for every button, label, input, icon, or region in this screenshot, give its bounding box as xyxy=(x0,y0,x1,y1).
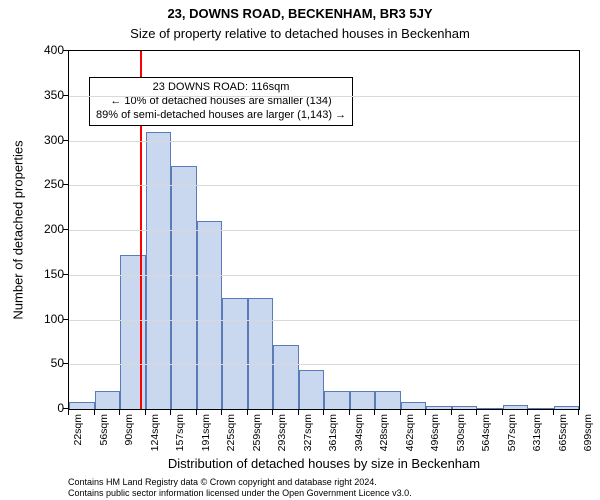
ytick-label: 0 xyxy=(24,401,64,415)
xtick-mark xyxy=(272,410,273,415)
xtick-mark xyxy=(553,410,554,415)
xtick-label: 259sqm xyxy=(251,414,263,451)
xtick-mark xyxy=(247,410,248,415)
xtick-label: 462sqm xyxy=(404,414,416,451)
ytick-label: 300 xyxy=(24,133,64,147)
xtick-mark xyxy=(323,410,324,415)
xtick-mark xyxy=(145,410,146,415)
histogram-bar xyxy=(477,408,503,409)
xtick-label: 564sqm xyxy=(480,414,492,451)
histogram-bar xyxy=(503,405,529,409)
gridline xyxy=(69,364,579,365)
xtick-mark xyxy=(298,410,299,415)
histogram-bar xyxy=(248,298,274,409)
annotation-line-2: ← 10% of detached houses are smaller (13… xyxy=(96,95,346,109)
x-axis-label: Distribution of detached houses by size … xyxy=(68,456,580,471)
xtick-mark xyxy=(476,410,477,415)
xtick-mark xyxy=(451,410,452,415)
xtick-label: 90sqm xyxy=(123,414,135,446)
xtick-label: 327sqm xyxy=(302,414,314,451)
xtick-mark xyxy=(349,410,350,415)
histogram-bar xyxy=(324,391,350,409)
xtick-label: 428sqm xyxy=(378,414,390,451)
histogram-bar xyxy=(69,402,95,409)
xtick-label: 597sqm xyxy=(506,414,518,451)
xtick-label: 530sqm xyxy=(455,414,467,451)
histogram-bar xyxy=(350,391,376,409)
ytick-label: 250 xyxy=(24,177,64,191)
xtick-mark xyxy=(425,410,426,415)
xtick-label: 496sqm xyxy=(429,414,441,451)
histogram-bar xyxy=(95,391,121,409)
histogram-bar xyxy=(452,406,478,409)
xtick-label: 157sqm xyxy=(174,414,186,451)
annotation-line-1: 23 DOWNS ROAD: 116sqm xyxy=(96,81,346,95)
chart-title-sub: Size of property relative to detached ho… xyxy=(0,26,600,41)
xtick-mark xyxy=(400,410,401,415)
xtick-mark xyxy=(68,410,69,415)
histogram-bar xyxy=(528,408,554,409)
ytick-label: 50 xyxy=(24,356,64,370)
xtick-label: 124sqm xyxy=(149,414,161,451)
plot-area: 23 DOWNS ROAD: 116sqm ← 10% of detached … xyxy=(68,50,580,410)
ytick-label: 100 xyxy=(24,312,64,326)
ytick-label: 200 xyxy=(24,222,64,236)
xtick-mark xyxy=(527,410,528,415)
histogram-bar xyxy=(375,391,401,409)
xtick-mark xyxy=(374,410,375,415)
gridline xyxy=(69,230,579,231)
histogram-bar xyxy=(197,221,223,409)
ytick-label: 150 xyxy=(24,267,64,281)
xtick-label: 225sqm xyxy=(225,414,237,451)
ytick-label: 350 xyxy=(24,88,64,102)
xtick-label: 665sqm xyxy=(557,414,569,451)
xtick-label: 699sqm xyxy=(582,414,594,451)
gridline xyxy=(69,185,579,186)
gridline xyxy=(69,320,579,321)
xtick-label: 631sqm xyxy=(531,414,543,451)
histogram-bar xyxy=(426,406,452,409)
xtick-mark xyxy=(170,410,171,415)
annotation-box: 23 DOWNS ROAD: 116sqm ← 10% of detached … xyxy=(89,77,353,126)
xtick-label: 361sqm xyxy=(327,414,339,451)
footer-line-2: Contains public sector information licen… xyxy=(68,488,412,498)
xtick-label: 22sqm xyxy=(72,414,84,446)
histogram-bar xyxy=(554,406,580,409)
xtick-mark xyxy=(221,410,222,415)
gridline xyxy=(69,141,579,142)
xtick-mark xyxy=(94,410,95,415)
xtick-label: 56sqm xyxy=(98,414,110,446)
ytick-label: 400 xyxy=(24,43,64,57)
xtick-label: 394sqm xyxy=(353,414,365,451)
xtick-label: 293sqm xyxy=(276,414,288,451)
xtick-label: 191sqm xyxy=(200,414,212,451)
histogram-bar xyxy=(171,166,197,409)
footer-attribution: Contains HM Land Registry data © Crown c… xyxy=(68,477,412,498)
histogram-bar xyxy=(273,345,299,409)
footer-line-1: Contains HM Land Registry data © Crown c… xyxy=(68,477,412,487)
xtick-mark xyxy=(196,410,197,415)
annotation-line-3: 89% of semi-detached houses are larger (… xyxy=(96,109,346,123)
xtick-mark xyxy=(578,410,579,415)
xtick-mark xyxy=(119,410,120,415)
histogram-bar xyxy=(401,402,427,409)
histogram-bar xyxy=(222,298,248,409)
histogram-bar xyxy=(299,370,325,409)
xtick-mark xyxy=(502,410,503,415)
histogram-bar xyxy=(146,132,172,409)
gridline xyxy=(69,275,579,276)
gridline xyxy=(69,96,579,97)
chart-title-main: 23, DOWNS ROAD, BECKENHAM, BR3 5JY xyxy=(0,6,600,21)
